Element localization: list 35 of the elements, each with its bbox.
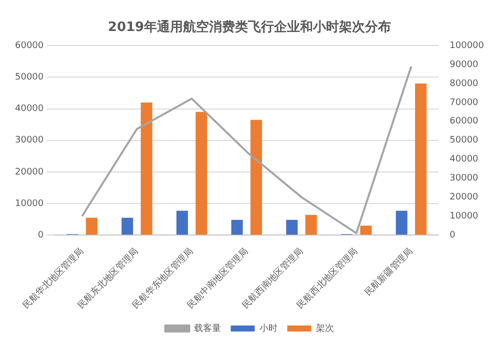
y-tick-label: 40000 [14,104,44,114]
x-tick-label: 民航新疆管理局 [362,246,415,298]
bar [396,210,408,235]
y2-tick-label: 70000 [450,98,479,108]
y2-tick-label: 100000 [450,40,484,51]
bar [231,220,243,235]
y2-tick-label: 40000 [450,154,479,165]
y2-tick-label: 30000 [450,174,479,184]
y2-tick-label: 80000 [450,78,479,89]
y2-tick-label: 50000 [450,136,479,146]
chart-title: 2019年通用航空消费类飞行企业和小时架次分布 [108,19,392,36]
bar [140,102,152,235]
legend-label: 架次 [316,322,334,334]
y-tick-label: 20000 [14,167,44,178]
bar [360,226,372,235]
bar [286,220,298,235]
y2-tick-label: 90000 [450,60,479,70]
y-tick-label: 60000 [14,40,44,51]
bar [305,214,317,235]
bar [415,84,427,235]
y-tick-label: 30000 [14,136,44,146]
bar [176,210,188,235]
bar [196,112,208,235]
bar [86,218,98,235]
y-tick-label: 10000 [14,198,44,209]
y2-tick-label: 0 [450,230,456,240]
y2-tick-label: 20000 [450,192,479,203]
bar [122,218,134,235]
y-tick-label: 50000 [14,72,44,83]
bar [250,120,262,235]
y2-tick-label: 10000 [450,211,479,222]
y2-tick-label: 60000 [450,116,479,127]
y-tick-label: 0 [38,230,44,240]
legend-label: 小时 [259,322,278,334]
legend-label: 载客量 [194,322,221,334]
